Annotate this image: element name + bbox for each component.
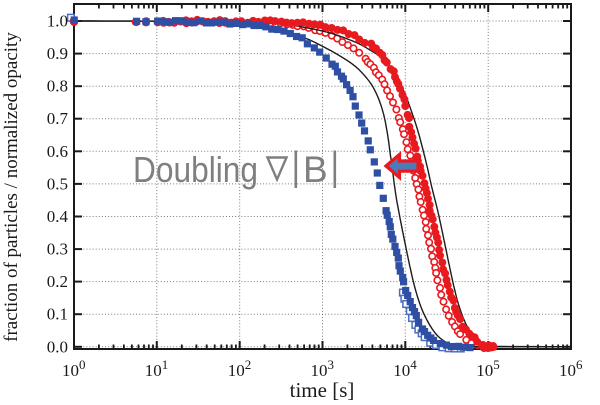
svg-text:Doubling: Doubling	[133, 149, 258, 190]
svg-text:0.8: 0.8	[47, 77, 68, 96]
svg-text:0.9: 0.9	[47, 44, 68, 63]
svg-text:0.6: 0.6	[47, 142, 68, 161]
svg-text:0.4: 0.4	[47, 207, 69, 226]
svg-text:B: B	[303, 149, 328, 190]
svg-text:1.0: 1.0	[47, 12, 68, 31]
svg-text:0.1: 0.1	[47, 305, 68, 324]
svg-text:0.5: 0.5	[47, 174, 68, 193]
svg-text:0.2: 0.2	[47, 272, 68, 291]
svg-text:0.3: 0.3	[47, 240, 68, 259]
svg-text:0.7: 0.7	[47, 109, 69, 128]
svg-text:0.0: 0.0	[47, 337, 68, 356]
svg-text:time [s]: time [s]	[290, 378, 355, 402]
svg-text:fraction of particles / normal: fraction of particles / normalized opaci…	[1, 32, 22, 342]
